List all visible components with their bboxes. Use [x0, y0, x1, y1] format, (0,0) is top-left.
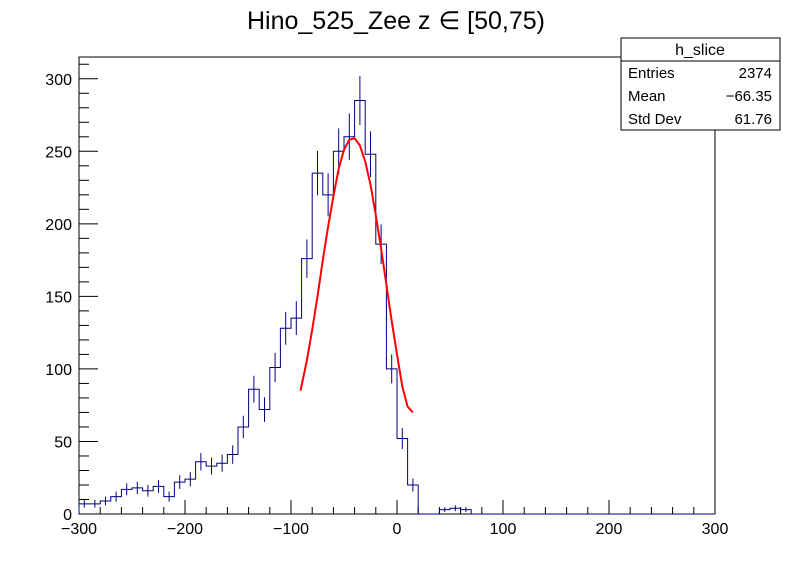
chart-title-main: Hino_525_Zee z — [247, 7, 430, 35]
y-tick-label: 100 — [45, 362, 72, 379]
histogram-outline — [78, 100, 715, 515]
x-tick-label: 0 — [393, 521, 402, 538]
fit-series — [299, 137, 414, 414]
stats-mean-value: −66.35 — [726, 88, 772, 105]
x-axis: −300 −200 −100 0 100 200 300 — [61, 500, 728, 538]
plot-frame — [78, 56, 716, 515]
x-tick-label: 200 — [596, 521, 623, 538]
y-tick-label: 0 — [63, 507, 72, 524]
y-tick-label: 50 — [54, 434, 72, 451]
y-tick-label: 200 — [45, 217, 72, 234]
stats-box-frame — [620, 37, 781, 131]
y-tick-label: 250 — [45, 144, 72, 161]
stats-stddev-value: 61.76 — [734, 111, 772, 128]
stats-mean-label: Mean — [628, 88, 666, 105]
x-tick-label: −200 — [167, 521, 203, 538]
stats-box: h_slice Entries 2374 Mean −66.35 Std Dev… — [620, 37, 781, 131]
y-tick-label: 150 — [45, 289, 72, 306]
histogram-series — [78, 76, 715, 515]
x-tick-label: 100 — [490, 521, 517, 538]
x-tick-label: −300 — [61, 521, 97, 538]
y-axis: 0 50 100 150 200 250 300 — [45, 63, 98, 524]
stats-stddev-label: Std Dev — [628, 111, 682, 128]
stats-box-title: h_slice — [675, 42, 725, 59]
chart-title: Hino_525_Zee z ∈ [50,75) — [247, 7, 545, 35]
x-tick-label: 300 — [702, 521, 729, 538]
stats-entries-value: 2374 — [739, 65, 772, 82]
x-tick-label: −100 — [273, 521, 309, 538]
chart-title-range: ∈ [50,75) — [438, 7, 545, 35]
stats-entries-label: Entries — [628, 65, 675, 82]
y-tick-label: 300 — [45, 72, 72, 89]
fit-curve — [299, 137, 414, 414]
